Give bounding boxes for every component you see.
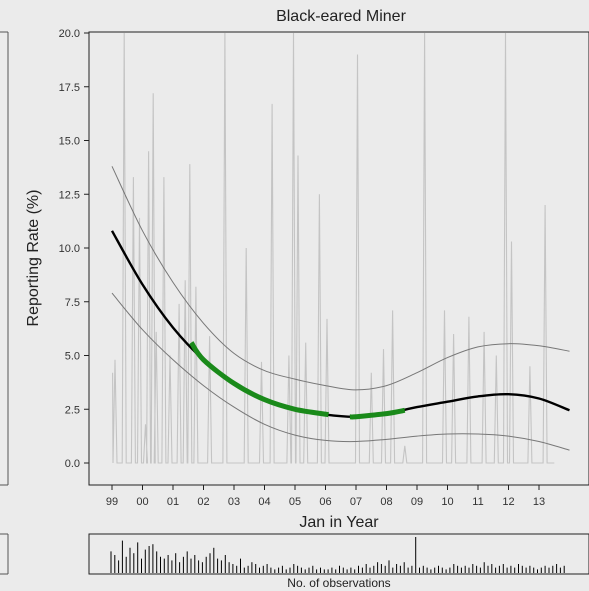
x-tick-label: 10	[441, 496, 453, 508]
lower-confidence-line	[111, 292, 570, 451]
histogram-frame	[88, 533, 589, 575]
y-tick-label: 17.5	[59, 82, 80, 94]
raw-data-layer	[112, 32, 555, 464]
y-tick-label: 15.0	[59, 136, 80, 148]
x-tick-label: 02	[197, 496, 209, 508]
x-tick-label: 11	[472, 496, 483, 508]
x-tick-label: 07	[350, 496, 362, 508]
y-axis-label: Reporting Rate (%)	[25, 190, 42, 327]
y-tick-label: 20.0	[59, 28, 80, 40]
significant-trend-segment	[349, 407, 406, 420]
y-tick-label: 12.5	[59, 189, 80, 201]
x-tick-label: 13	[533, 496, 545, 508]
y-tick-label: 7.5	[65, 297, 80, 309]
x-tick-label: 08	[380, 496, 392, 508]
x-tick-label: 04	[258, 496, 270, 508]
confidence-interval-layer	[111, 166, 570, 451]
chart-title: Black-eared Miner	[276, 8, 407, 25]
x-tick-label: 99	[106, 496, 118, 508]
y-tick-label: 2.5	[65, 404, 80, 416]
x-tick-label: 03	[228, 496, 240, 508]
x-axis-label: Jan in Year	[299, 514, 379, 531]
raw-reporting-rate-line	[112, 32, 555, 464]
plot-frame	[88, 31, 589, 486]
trend-line	[110, 230, 570, 419]
histogram-label: No. of observations	[287, 576, 390, 590]
y-tick-label: 0.0	[65, 458, 80, 470]
upper-confidence-line	[111, 166, 570, 391]
y-tick-label: 5.0	[65, 351, 80, 363]
x-tick-label: 06	[319, 496, 331, 508]
x-tick-label: 01	[167, 496, 179, 508]
significant-trend-segment	[189, 341, 329, 418]
x-tick-label: 05	[289, 496, 301, 508]
y-tick-label: 10.0	[59, 243, 80, 255]
x-tick-label: 12	[502, 496, 514, 508]
observations-histogram	[110, 537, 565, 573]
y-axis: 0.0 2.5 5.0 7.5 10.0 12.5 15.0 17.5 20.0	[59, 28, 89, 470]
x-tick-label: 09	[411, 496, 423, 508]
trend-layer	[110, 230, 570, 420]
x-axis: 99 00 01 02 03 04 05 06 07 08 09 10 11 12 13	[106, 485, 545, 508]
x-tick-label: 00	[136, 496, 148, 508]
